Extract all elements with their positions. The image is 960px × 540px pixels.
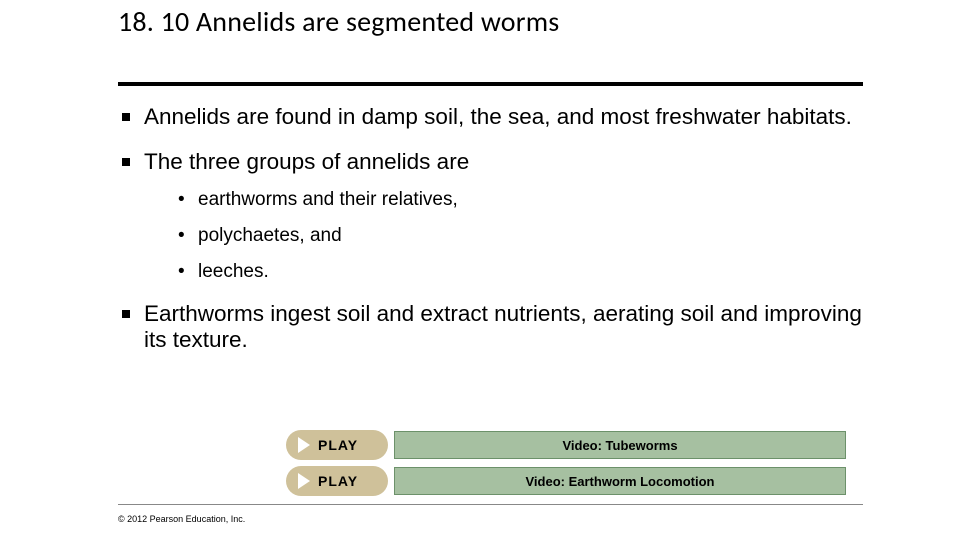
video-label[interactable]: Video: Tubeworms <box>394 431 846 459</box>
play-text: PLAY <box>318 437 358 453</box>
video-label[interactable]: Video: Earthworm Locomotion <box>394 467 846 495</box>
play-triangle-icon <box>298 437 310 453</box>
bullet-text: The three groups of annelids are <box>144 149 469 174</box>
slide-title: 18. 10 Annelids are segmented worms <box>118 4 559 39</box>
bullet-item: Annelids are found in damp soil, the sea… <box>118 104 863 131</box>
play-text: PLAY <box>318 473 358 489</box>
video-row: PLAY Video: Tubeworms <box>286 430 846 460</box>
video-links: PLAY Video: Tubeworms PLAY Video: Earthw… <box>286 430 846 502</box>
video-row: PLAY Video: Earthworm Locomotion <box>286 466 846 496</box>
copyright-text: © 2012 Pearson Education, Inc. <box>118 514 245 524</box>
play-triangle-icon <box>298 473 310 489</box>
slide: 18. 10 Annelids are segmented worms Anne… <box>0 0 960 540</box>
bullet-item: Earthworms ingest soil and extract nutri… <box>118 301 863 354</box>
sub-bullet-item: polychaetes, and <box>176 225 863 247</box>
play-button[interactable]: PLAY <box>286 466 388 496</box>
sub-bullet-item: earthworms and their relatives, <box>176 189 863 211</box>
sub-bullet-list: earthworms and their relatives, polychae… <box>144 189 863 283</box>
play-button[interactable]: PLAY <box>286 430 388 460</box>
bullet-list: Annelids are found in damp soil, the sea… <box>118 104 863 354</box>
title-divider <box>118 82 863 86</box>
slide-body: Annelids are found in damp soil, the sea… <box>118 104 863 372</box>
sub-bullet-item: leeches. <box>176 261 863 283</box>
footer-divider <box>118 504 863 505</box>
bullet-item: The three groups of annelids are earthwo… <box>118 149 863 283</box>
